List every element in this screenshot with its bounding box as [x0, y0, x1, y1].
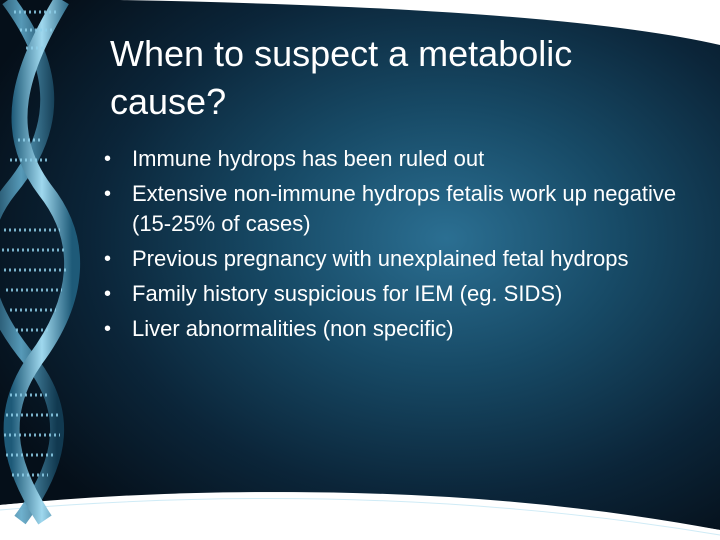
- bullet-text: Extensive non-immune hydrops fetalis wor…: [132, 181, 677, 236]
- bullet-dot-icon: •: [104, 283, 112, 305]
- bullet-item: • Previous pregnancy with unexplained fe…: [103, 244, 683, 274]
- bullet-dot-icon: •: [104, 248, 112, 270]
- bullet-text: Immune hydrops has been ruled out: [132, 146, 485, 171]
- bullet-list: • Immune hydrops has been ruled out • Ex…: [103, 144, 683, 349]
- dna-helix-graphic: [0, 0, 81, 525]
- bullet-item: • Family history suspicious for IEM (eg.…: [103, 279, 683, 309]
- bullet-text: Family history suspicious for IEM (eg. S…: [132, 281, 563, 306]
- top-swoosh: [120, 0, 720, 45]
- bullet-dot-icon: •: [104, 318, 112, 340]
- bullet-item: • Extensive non-immune hydrops fetalis w…: [103, 179, 683, 239]
- bullet-item: • Liver abnormalities (non specific): [103, 314, 683, 344]
- bullet-text: Liver abnormalities (non specific): [132, 316, 454, 341]
- slide-title: When to suspect a metabolic cause?: [110, 33, 573, 122]
- bottom-swoosh: [0, 492, 720, 540]
- bullet-item: • Immune hydrops has been ruled out: [103, 144, 683, 174]
- bullet-dot-icon: •: [104, 183, 112, 205]
- bullet-dot-icon: •: [104, 148, 112, 170]
- bullet-text: Previous pregnancy with unexplained feta…: [132, 246, 629, 271]
